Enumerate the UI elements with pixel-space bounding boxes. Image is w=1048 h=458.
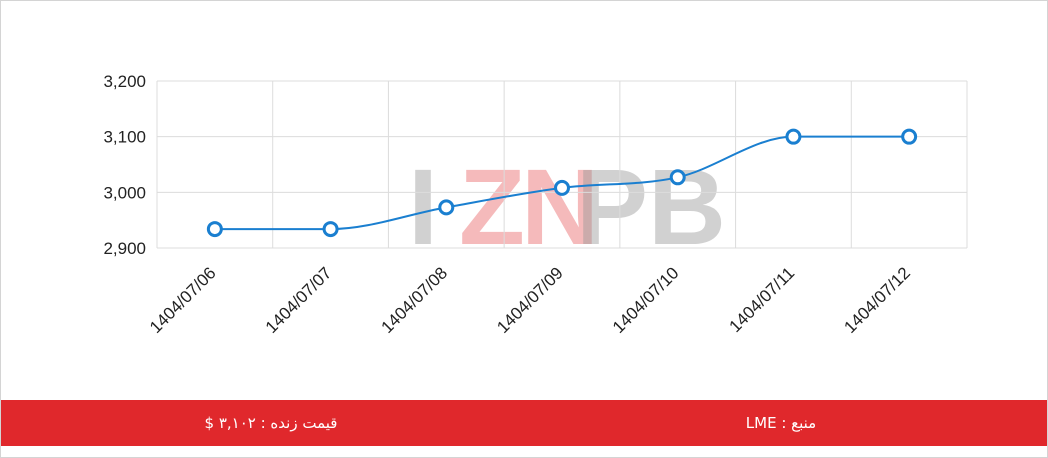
data-point <box>438 199 455 216</box>
data-point <box>206 221 223 238</box>
chart-area: I Z N P B 2,900 3,000 3,100 3,200 1404/07/06 1404/… <box>1 1 1047 399</box>
data-point <box>669 169 686 186</box>
x-tick-label: 1404/07/09 <box>493 263 567 337</box>
x-tick-label: 1404/07/10 <box>609 263 683 337</box>
x-tick-label: 1404/07/12 <box>840 263 914 337</box>
x-tick-label: 1404/07/08 <box>378 263 452 337</box>
data-point <box>785 128 802 145</box>
live-price-label: قیمت زنده : ۳,۱۰۲ $ <box>204 414 338 432</box>
y-tick-label: 3,000 <box>103 183 146 202</box>
watermark-letter: N <box>521 146 599 267</box>
x-tick-label: 1404/07/06 <box>146 263 220 337</box>
y-tick-label: 3,100 <box>103 128 146 147</box>
x-tick-label: 1404/07/07 <box>262 263 336 337</box>
y-tick-label: 2,900 <box>103 239 146 258</box>
x-tick-label: 1404/07/11 <box>726 263 799 336</box>
watermark-letter: Z <box>459 146 525 267</box>
source-label: منبع : LME <box>745 414 817 432</box>
data-point <box>322 221 339 238</box>
watermark-letter: P <box>576 146 648 267</box>
y-tick-label: 3,200 <box>103 72 146 91</box>
data-point <box>554 179 570 196</box>
price-line-chart: I ZNP B 2,900 3,000 3,100 3,200 1404/07/06 1404/… <box>103 72 968 337</box>
watermark: I ZNP B <box>408 146 726 267</box>
data-point <box>901 128 918 145</box>
chart-footer: قیمت زنده : ۳,۱۰۲ $ منبع : LME <box>1 400 1047 446</box>
watermark-letter: I <box>408 146 438 267</box>
watermark-letter: B <box>648 146 726 267</box>
